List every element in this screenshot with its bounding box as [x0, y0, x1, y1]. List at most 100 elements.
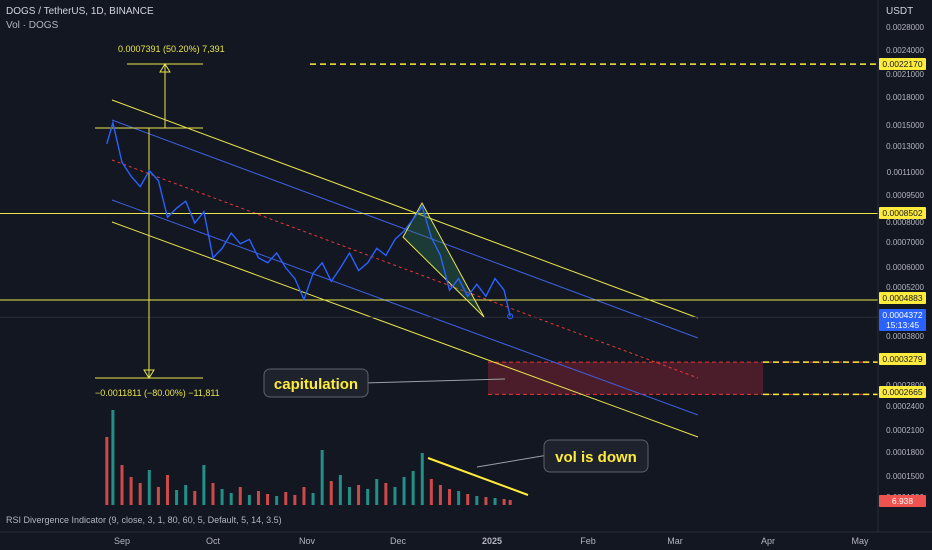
- volume-bar: [120, 465, 124, 505]
- price-tag-bg: [879, 58, 926, 70]
- price-tag-label: 0.0004883: [882, 293, 922, 303]
- volume-bar: [448, 489, 452, 505]
- last-price-dot: [507, 313, 514, 320]
- volume-bar: [229, 493, 233, 505]
- volume-bar: [484, 497, 488, 505]
- time-axis-label: Mar: [667, 536, 683, 546]
- price-tick-label: 0.0005200: [886, 283, 924, 292]
- time-axis-label: Feb: [580, 536, 596, 546]
- volume-bar: [275, 496, 279, 505]
- price-tag-bg: [879, 386, 926, 398]
- symbol-title: DOGS / TetherUS, 1D, BINANCE: [6, 6, 154, 17]
- volume-bar: [402, 477, 406, 505]
- volume-bar: [375, 479, 379, 505]
- volume-bar: [165, 475, 169, 505]
- volume-bar: [293, 495, 297, 505]
- time-axis-label: May: [851, 536, 869, 546]
- price-tick-label: 0.0009500: [886, 191, 924, 200]
- price-tag-bg: [879, 292, 926, 304]
- price-tick-label: 0.0021000: [886, 70, 924, 79]
- volume-bar: [393, 487, 397, 505]
- price-tag-bg: [879, 353, 926, 365]
- volume-bar: [238, 487, 242, 505]
- price-tick-label: 0.0013000: [886, 142, 924, 151]
- price-tick-label: 0.0002100: [886, 426, 924, 435]
- volume-bar: [411, 471, 415, 505]
- indicator-label[interactable]: RSI Divergence Indicator (9, close, 3, 1…: [6, 515, 282, 525]
- volume-bar: [111, 410, 115, 505]
- time-axis-label: Oct: [206, 536, 221, 546]
- price-tick-label: 0.0002400: [886, 402, 924, 411]
- price-tag-label: 0.0008502: [882, 208, 922, 218]
- channel-midline: [111, 159, 699, 379]
- volume-bar: [438, 485, 442, 505]
- volume-bar: [266, 494, 270, 505]
- time-axis-label: Nov: [299, 536, 316, 546]
- capitulation-label: capitulation: [274, 376, 358, 393]
- volume-bar: [320, 450, 324, 505]
- measure-arrowhead-down: [143, 369, 155, 379]
- volume-bar: [357, 485, 361, 505]
- currency-label[interactable]: USDT: [886, 6, 914, 17]
- price-tag-bg: [879, 207, 926, 219]
- price-tick-label: 0.0028000: [886, 23, 924, 32]
- price-tick-label: 0.0001800: [886, 448, 924, 457]
- volume-bar: [202, 465, 206, 505]
- price-series-line: [106, 120, 511, 317]
- capitulation-box: [263, 368, 369, 398]
- volume-bar: [105, 437, 109, 505]
- price-tick-label: 0.0001500: [886, 472, 924, 481]
- time-axis-label: Apr: [761, 536, 775, 546]
- channel-lower-outer: [111, 221, 699, 438]
- volume-bar: [129, 477, 133, 505]
- volume-bar: [211, 483, 215, 505]
- measure-bottom-label: −0.0011811 (−80.00%) −11,811: [95, 388, 220, 398]
- volume-bar: [366, 489, 370, 505]
- volume-bar: [347, 487, 351, 505]
- price-tick-label: 0.0015000: [886, 121, 924, 130]
- price-tag-label: 0.0022170: [882, 59, 922, 69]
- volume-bar: [311, 493, 315, 505]
- time-axis-label: 2025: [482, 536, 502, 546]
- volume-bar: [284, 492, 288, 505]
- volume-bar: [508, 500, 512, 505]
- volume-bar: [338, 475, 342, 505]
- volume-bar: [256, 491, 260, 505]
- capitulation-zone: [488, 362, 763, 395]
- volume-bar: [475, 496, 479, 505]
- volume-bar: [220, 489, 224, 505]
- price-tick-label: 0.0008000: [886, 218, 924, 227]
- measure-arrowhead-up: [159, 63, 171, 73]
- price-tag-label: 0.0002665: [882, 387, 922, 397]
- volume-bar: [193, 491, 197, 505]
- vol-box: [543, 439, 649, 473]
- volume-bar: [420, 453, 424, 505]
- price-tag-bg: [879, 495, 926, 507]
- volume-legend: Vol · DOGS: [6, 20, 59, 31]
- price-tag-label: 15:13:45: [886, 320, 919, 330]
- capitulation-pointer: [362, 378, 506, 384]
- volume-trend-line: [427, 457, 529, 496]
- volume-bar: [502, 499, 506, 505]
- time-axis-label: Sep: [114, 536, 130, 546]
- price-tick-label: 0.0006000: [886, 263, 924, 272]
- volume-bar: [156, 487, 160, 505]
- time-axis-label: Dec: [390, 536, 407, 546]
- price-tick-label: 0.0003800: [886, 332, 924, 341]
- price-tag-bg: [879, 319, 926, 331]
- volume-bar: [457, 491, 461, 505]
- volume-bar: [147, 470, 151, 505]
- price-tag-bg: [879, 309, 926, 321]
- price-tick-label: 0.0002800: [886, 381, 924, 390]
- price-tick-label: 0.0011000: [887, 168, 925, 177]
- volume-bar: [247, 495, 251, 505]
- measure-top-label: 0.0007391 (50.20%) 7,391: [118, 44, 225, 54]
- volume-bar: [184, 485, 188, 505]
- channel-lower-inner: [111, 199, 699, 416]
- price-tag-label: 6.938: [892, 496, 914, 506]
- volume-bar: [138, 483, 142, 505]
- volume-bar: [302, 487, 306, 505]
- price-tag-label: 0.0004372: [882, 310, 922, 320]
